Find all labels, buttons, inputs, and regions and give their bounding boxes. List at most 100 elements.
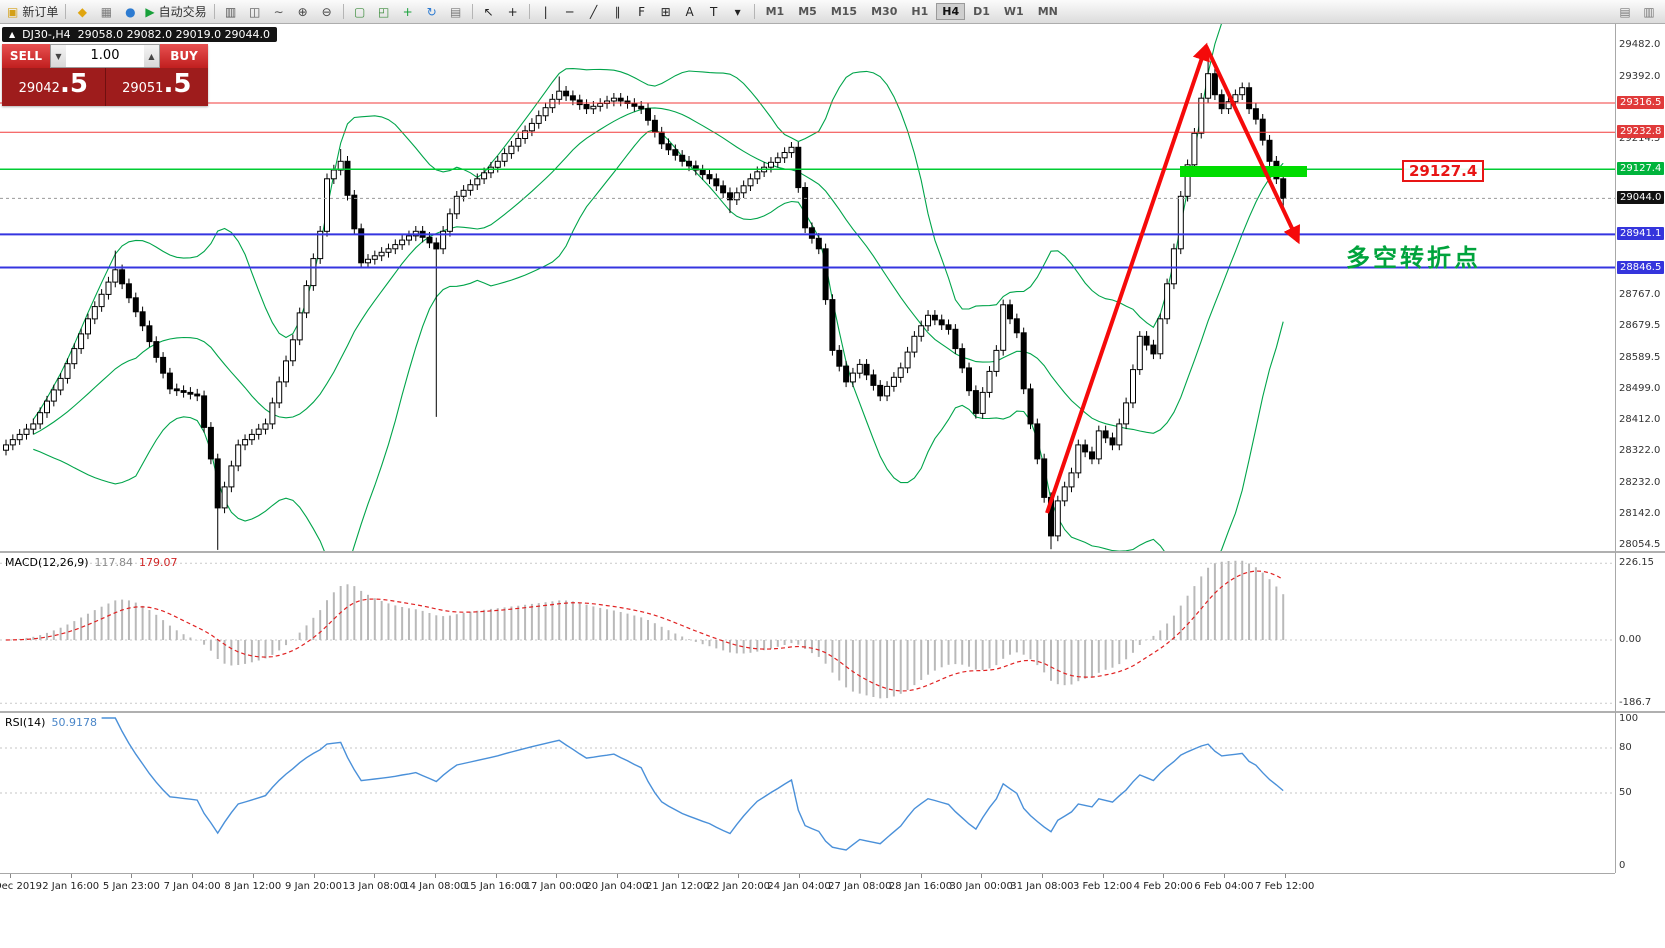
chart-shift-icon[interactable]: ▤ (444, 2, 468, 22)
buy-button[interactable]: BUY (160, 44, 208, 68)
macd-pane-splitter[interactable] (0, 551, 1665, 553)
auto-scroll-icon: ↻ (426, 4, 437, 19)
timeframe-m30-button[interactable]: M30 (871, 5, 898, 18)
timeframe-h1-button[interactable]: H1 (911, 5, 929, 18)
time-tick-label: 27 Jan 08:00 (828, 881, 892, 892)
time-tick (131, 874, 133, 878)
toolbar-separator (65, 4, 67, 19)
price-tick-label: 28054.5 (1619, 538, 1661, 550)
lot-increase-icon[interactable]: ▲ (144, 45, 159, 67)
line-chart-icon[interactable]: ∼ (267, 2, 291, 22)
rsi-indicator-pane[interactable] (0, 713, 1615, 873)
cursor-icon[interactable]: ↖ (477, 2, 501, 22)
time-tick (374, 874, 376, 878)
tile-windows-icon[interactable]: ▢ (348, 2, 372, 22)
collapse-panel-icon[interactable]: ▲ (9, 30, 16, 39)
buy-price[interactable]: 29051 .5 (106, 68, 209, 106)
trend-arrow[interactable] (1204, 45, 1300, 245)
time-tick (192, 874, 194, 878)
horizontal-line-icon: ─ (565, 4, 574, 19)
timeframe-w1-button[interactable]: W1 (1003, 5, 1024, 18)
timeframe-m5-button[interactable]: M5 (798, 5, 817, 18)
time-tick (1102, 874, 1104, 878)
rsi-axis-label: 50 (1619, 787, 1632, 798)
toolbar-separator (471, 4, 473, 19)
channel-icon[interactable]: ∥ (606, 2, 630, 22)
cursor-icon: ↖ (483, 4, 494, 19)
timeframe-h4-button[interactable]: H4 (936, 3, 966, 20)
price-axis[interactable]: 29482.029392.029304.729214.528767.028679… (1617, 0, 1665, 948)
price-tick-label: 28232.0 (1619, 476, 1661, 488)
symbol-timeframe-label: DJ30-,H4 (22, 28, 71, 41)
lot-size-value[interactable]: 1.00 (90, 48, 120, 63)
new-order-button[interactable]: ▣ 新订单 (4, 2, 61, 22)
arrange-windows-icon: ▥ (1643, 4, 1655, 19)
chart-list-icon[interactable]: ▤ (1613, 2, 1637, 22)
time-tick (1163, 874, 1165, 878)
deposit-icon[interactable]: ◆ (70, 2, 94, 22)
price-level-callout[interactable]: 29127.4 (1402, 160, 1485, 182)
auto-trading-button[interactable]: ▶ 自动交易 (142, 2, 209, 22)
market-watch-icon[interactable]: ● (118, 2, 142, 22)
price-level-badge: 28941.1 (1617, 227, 1665, 241)
horizontal-line-icon[interactable]: ─ (558, 2, 582, 22)
time-tick-label: 21 Jan 12:00 (646, 881, 710, 892)
trendline-icon: ╱ (589, 4, 598, 19)
rsi-pane-splitter[interactable] (0, 711, 1665, 713)
sell-price-main: 29042 (18, 81, 60, 96)
time-tick-label: 7 Jan 04:00 (163, 881, 221, 892)
text-icon[interactable]: A (678, 2, 702, 22)
arrange-windows-icon[interactable]: ▥ (1637, 2, 1661, 22)
time-tick-label: 20 Jan 04:00 (585, 881, 649, 892)
vertical-line-icon[interactable]: | (534, 2, 558, 22)
bar-chart-icon[interactable]: ▥ (219, 2, 243, 22)
macd-label: MACD(12,26,9) 117.84 179.07 (5, 556, 178, 569)
timeframe-m15-button[interactable]: M15 (830, 5, 858, 18)
sell-price-pips: .5 (59, 69, 88, 99)
candlestick-chart-icon[interactable]: ◫ (243, 2, 267, 22)
trend-arrow[interactable] (1045, 42, 1210, 514)
cascade-windows-icon[interactable]: ◰ (372, 2, 396, 22)
macd-signal-line (5, 570, 1284, 692)
grid-icon[interactable]: ⊞ (654, 2, 678, 22)
trendline-icon[interactable]: ╱ (582, 2, 606, 22)
price-level-badge: 29232.8 (1617, 125, 1665, 139)
sell-button[interactable]: SELL (2, 44, 50, 68)
price-tick-label: 28499.0 (1619, 383, 1661, 395)
indicators-add-icon[interactable]: + (396, 2, 420, 22)
time-tick-label: 24 Jan 04:00 (767, 881, 831, 892)
auto-scroll-icon[interactable]: ↻ (420, 2, 444, 22)
time-tick-label: 7 Feb 12:00 (1255, 881, 1315, 892)
fibonacci-icon[interactable]: F (630, 2, 654, 22)
time-tick-label: 15 Jan 16:00 (463, 881, 528, 892)
macd-axis-label: 0.00 (1619, 634, 1642, 645)
rsi-label: RSI(14) 50.9178 (5, 716, 97, 729)
profiles-icon[interactable]: ▦ (94, 2, 118, 22)
timeframe-mn-button[interactable]: MN (1037, 5, 1058, 18)
candlestick-chart-icon: ◫ (248, 4, 261, 19)
toolbar: ▣ 新订单 ◆ ▦ ● ▶ 自动交易 ▥ ◫ ∼ ⊕ ⊖ ▢ ◰ + ↻ ▤ ↖ + | ─ ╱ ∥ F ⊞ A T ▾ M1 M5 M1… (0, 0, 1665, 24)
shapes-dropdown-icon[interactable]: ▾ (726, 2, 750, 22)
indicators-add-icon: + (402, 4, 413, 19)
toolbar-separator (753, 4, 755, 19)
main-price-chart[interactable] (0, 24, 1615, 551)
time-tick (70, 874, 72, 878)
zoom-in-icon[interactable]: ⊕ (291, 2, 315, 22)
toolbar-separator (342, 4, 344, 19)
macd-axis-label: -186.7 (1619, 697, 1652, 708)
label-icon[interactable]: T (702, 2, 726, 22)
lot-decrease-icon[interactable]: ▼ (51, 45, 66, 67)
macd-indicator-pane[interactable] (0, 553, 1615, 711)
time-tick-label: 31 Dec 2019 (0, 881, 42, 892)
zoom-out-icon: ⊖ (321, 4, 332, 19)
price-tick-label: 28679.5 (1619, 320, 1661, 332)
lot-size-stepper: ▼ 1.00 ▲ (50, 44, 160, 68)
timeframe-d1-button[interactable]: D1 (973, 5, 990, 18)
timeframe-m1-button[interactable]: M1 (765, 5, 785, 18)
line-chart-icon: ∼ (273, 4, 284, 19)
crosshair-icon[interactable]: + (501, 2, 525, 22)
support-highlight-bar[interactable] (1180, 166, 1307, 177)
sell-price[interactable]: 29042 .5 (2, 68, 106, 106)
zoom-out-icon[interactable]: ⊖ (315, 2, 339, 22)
